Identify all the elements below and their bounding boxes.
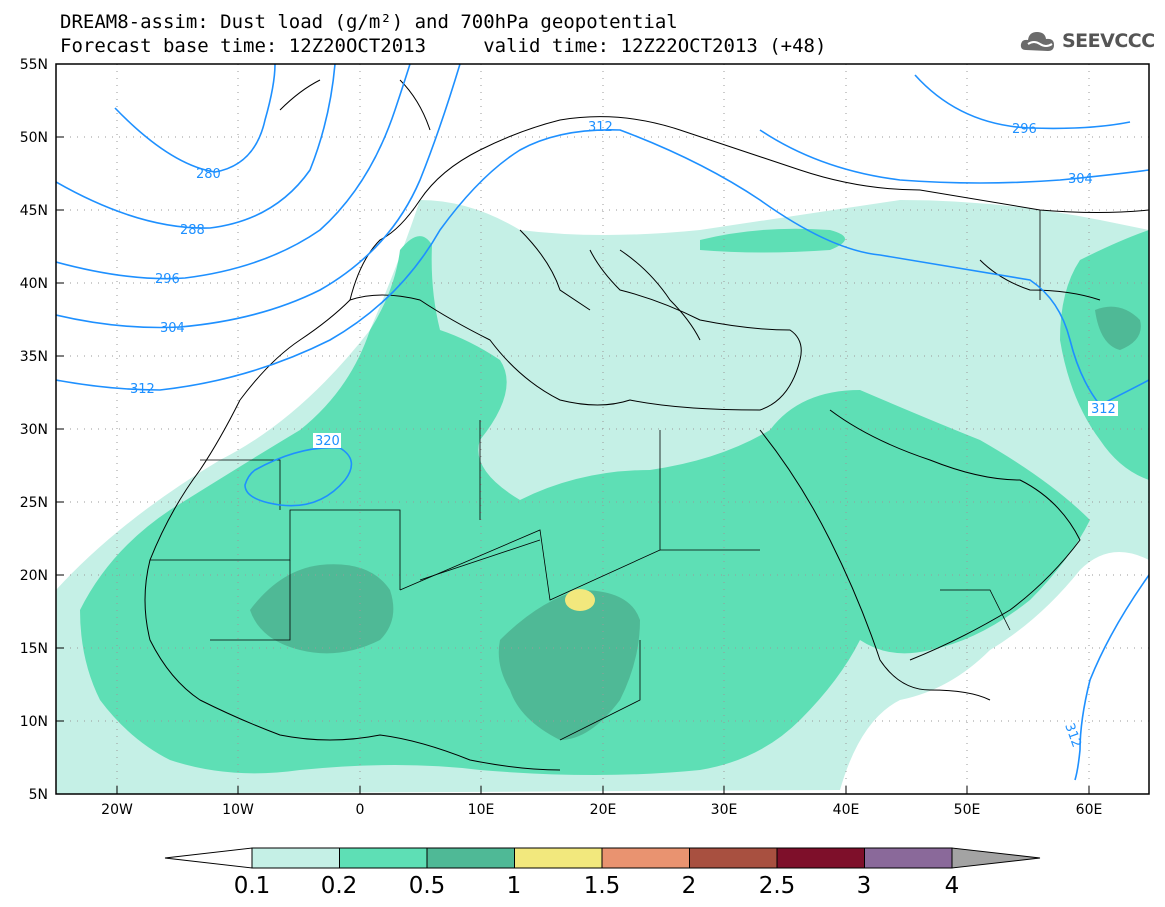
dust-field-medium-east bbox=[1060, 230, 1149, 480]
colorbar-swatch bbox=[776, 847, 865, 869]
dust-field-peak bbox=[565, 589, 595, 611]
lon-label: 30E bbox=[711, 802, 738, 818]
contour-label: 312 bbox=[130, 382, 155, 397]
longitude-labels: 20W 10W 0 10E 20E 30E 40E 50E 60E bbox=[101, 802, 1102, 818]
contour-label: 304 bbox=[1068, 172, 1093, 187]
colorbar-swatch bbox=[864, 847, 953, 869]
lon-label: 50E bbox=[954, 802, 981, 818]
colorbar-swatch bbox=[514, 847, 603, 869]
colorbar-label: 1 bbox=[507, 873, 522, 899]
lat-label: 15N bbox=[20, 641, 48, 657]
dust-field-dark-2 bbox=[498, 590, 640, 740]
lat-label: 55N bbox=[20, 57, 48, 73]
logo-text: SEEVCCC bbox=[1062, 30, 1155, 52]
lon-label: 60E bbox=[1076, 802, 1103, 818]
lon-label: 20E bbox=[590, 802, 617, 818]
lat-label: 25N bbox=[20, 495, 48, 511]
lon-label: 20W bbox=[101, 802, 133, 818]
geopotential-contours bbox=[56, 64, 1149, 781]
colorbar-label: 4 bbox=[945, 873, 960, 899]
dust-field-medium-north bbox=[700, 228, 845, 253]
colorbar-label: 2 bbox=[682, 873, 697, 899]
grid bbox=[56, 64, 1149, 794]
latitude-labels: 55N 50N 45N 40N 35N 30N 25N 20N 15N 10N … bbox=[20, 57, 48, 803]
lon-label: 10E bbox=[468, 802, 495, 818]
contour-label: 312 bbox=[1091, 402, 1116, 417]
lat-label: 30N bbox=[20, 422, 48, 438]
contour-320 bbox=[244, 446, 353, 507]
contour-label: 288 bbox=[180, 223, 205, 238]
axis-ticks bbox=[56, 136, 1090, 794]
colorbar-swatch bbox=[426, 847, 515, 869]
lat-label: 40N bbox=[20, 276, 48, 292]
contour-label: 296 bbox=[155, 272, 180, 287]
seevccc-logo: SEEVCCC bbox=[1018, 26, 1158, 58]
contour-labels: 280 288 296 304 312 320 312 296 304 312 … bbox=[130, 120, 1118, 750]
contour-label: 312 bbox=[588, 120, 613, 135]
colorbar-label: 0.1 bbox=[234, 873, 271, 899]
colorbar-swatch bbox=[339, 847, 428, 869]
dust-field-dark-1 bbox=[250, 564, 394, 654]
contour-312-main bbox=[56, 129, 1149, 407]
contour-312-south bbox=[1074, 574, 1149, 781]
colorbar-label: 0.2 bbox=[321, 873, 358, 899]
contour-label: 304 bbox=[160, 321, 185, 336]
colorbar-labels: 0.1 0.2 0.5 1 1.5 2 2.5 3 4 bbox=[234, 873, 960, 899]
contour-304-west bbox=[56, 64, 461, 329]
lon-label: 40E bbox=[833, 802, 860, 818]
colorbar-swatch-under bbox=[164, 847, 253, 869]
colorbar-label: 1.5 bbox=[584, 873, 621, 899]
contour-label: 280 bbox=[196, 167, 221, 182]
colorbar-label: 2.5 bbox=[759, 873, 796, 899]
colorbar-swatch bbox=[689, 847, 778, 869]
cloud-icon bbox=[1020, 32, 1054, 51]
coastlines bbox=[144, 79, 1149, 771]
lon-label: 0 bbox=[356, 802, 365, 818]
dust-field-dark-3 bbox=[1095, 306, 1141, 350]
colorbar-swatch bbox=[251, 847, 340, 869]
lat-label: 20N bbox=[20, 568, 48, 584]
lat-label: 10N bbox=[20, 714, 48, 730]
contour-label: 320 bbox=[315, 434, 340, 449]
lat-label: 50N bbox=[20, 130, 48, 146]
colorbar-swatch-over bbox=[951, 847, 1041, 869]
colorbar-label: 3 bbox=[857, 873, 872, 899]
dust-fields: 280 288 296 304 312 320 312 296 304 312 … bbox=[56, 64, 1149, 794]
map-title-line1: DREAM8-assim: Dust load (g/m²) and 700hP… bbox=[60, 11, 678, 33]
map-title-line2: Forecast base time: 12Z20OCT2013 valid t… bbox=[60, 35, 827, 57]
contour-296-west bbox=[56, 64, 411, 280]
colorbar-label: 0.5 bbox=[409, 873, 446, 899]
contour-296-east bbox=[914, 74, 1131, 130]
lat-label: 35N bbox=[20, 349, 48, 365]
colorbar-swatches bbox=[164, 847, 1041, 869]
contour-280 bbox=[114, 64, 276, 173]
contour-288 bbox=[56, 64, 336, 229]
contour-304-east bbox=[759, 129, 1149, 184]
country-borders bbox=[150, 210, 1041, 741]
contour-label: 296 bbox=[1012, 122, 1037, 137]
lon-label: 10W bbox=[222, 802, 254, 818]
lat-label: 45N bbox=[20, 203, 48, 219]
lat-label: 5N bbox=[29, 787, 48, 803]
colorbar-swatch bbox=[601, 847, 690, 869]
